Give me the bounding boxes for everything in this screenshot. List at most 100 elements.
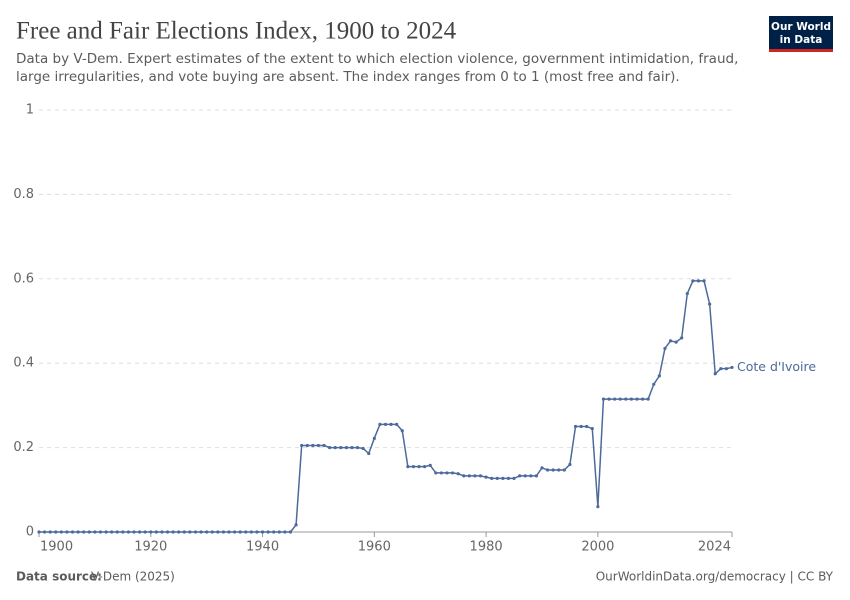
x-tick-label: 1960: [358, 540, 391, 555]
point: [484, 475, 488, 479]
chart-subtitle: Data by V-Dem. Expert estimates of the e…: [16, 51, 739, 85]
point: [579, 424, 583, 429]
point: [137, 530, 142, 534]
y-tick-label: 0.8: [13, 187, 34, 202]
point: [668, 339, 673, 343]
point: [42, 530, 47, 534]
point: [635, 397, 639, 401]
point: [294, 523, 298, 527]
point: [188, 530, 192, 534]
point: [98, 530, 103, 534]
credit[interactable]: OurWorldinData.org/democracy | CC BY: [596, 570, 834, 584]
point: [400, 429, 404, 433]
point: [501, 476, 505, 481]
point: [160, 530, 164, 534]
point: [685, 291, 689, 296]
point: [434, 471, 438, 475]
point: [383, 422, 388, 426]
point: [534, 474, 538, 478]
point: [171, 530, 175, 534]
point: [344, 446, 348, 450]
point: [54, 530, 58, 534]
point: [82, 530, 86, 534]
point: [411, 464, 416, 469]
logo-link[interactable]: Our World in Data: [769, 16, 833, 52]
point: [607, 397, 611, 401]
point: [154, 530, 158, 534]
point: [456, 472, 460, 476]
point: [445, 471, 449, 475]
point: [562, 468, 566, 472]
point: [238, 530, 242, 534]
point: [143, 530, 147, 534]
x-tick-label: 1940: [246, 540, 279, 555]
point: [613, 397, 617, 401]
point: [646, 397, 650, 401]
source-label: Data source:: [16, 570, 102, 584]
subtitle-box: Data by V-Dem. Expert estimates of the e…: [16, 51, 739, 85]
point: [260, 530, 265, 534]
point: [59, 530, 63, 534]
point: [316, 443, 321, 448]
x-tick-label: 1900: [40, 540, 73, 555]
point: [467, 474, 471, 478]
point: [473, 474, 477, 478]
point: [199, 530, 203, 534]
point: [372, 436, 376, 440]
point: [601, 397, 606, 401]
point: [367, 451, 371, 456]
point: [596, 505, 600, 509]
point: [478, 474, 483, 478]
x-tick-label: 2000: [581, 540, 614, 555]
point: [305, 443, 309, 448]
point: [126, 530, 131, 534]
point: [182, 530, 186, 534]
point: [288, 530, 293, 534]
point: [272, 530, 276, 534]
point: [713, 372, 717, 376]
point: [417, 464, 421, 469]
point: [149, 530, 153, 534]
point: [557, 468, 561, 472]
point: [663, 346, 667, 351]
point: [277, 530, 281, 534]
point: [680, 336, 684, 340]
point: [76, 530, 80, 534]
point: [512, 476, 516, 481]
point: [657, 374, 661, 378]
point: [244, 530, 248, 534]
point: [490, 476, 494, 481]
point: [439, 471, 443, 475]
point: [624, 397, 628, 401]
source: V-Dem (2025): [91, 570, 175, 584]
point: [590, 427, 594, 431]
point: [193, 530, 198, 534]
point: [423, 464, 427, 469]
point: [462, 474, 466, 478]
line: [39, 280, 733, 533]
point: [573, 424, 578, 429]
point: [361, 446, 365, 451]
point: [640, 397, 645, 401]
point: [529, 474, 533, 478]
point: [87, 530, 91, 534]
point: [255, 530, 259, 534]
point: [205, 530, 209, 534]
logo-bar: [769, 49, 833, 52]
point: [221, 530, 226, 534]
point: [121, 530, 125, 534]
logo-text: Our World: [771, 21, 831, 33]
point: [311, 443, 315, 448]
y-tick-label: 0.4: [13, 356, 34, 371]
point: [355, 446, 360, 450]
point: [104, 530, 108, 534]
point: [110, 530, 114, 534]
point: [629, 397, 634, 401]
point: [652, 382, 656, 386]
point: [618, 397, 622, 401]
point: [395, 422, 399, 426]
y-tick-label: 0.6: [13, 271, 34, 286]
point: [328, 446, 332, 450]
point: [322, 443, 326, 448]
